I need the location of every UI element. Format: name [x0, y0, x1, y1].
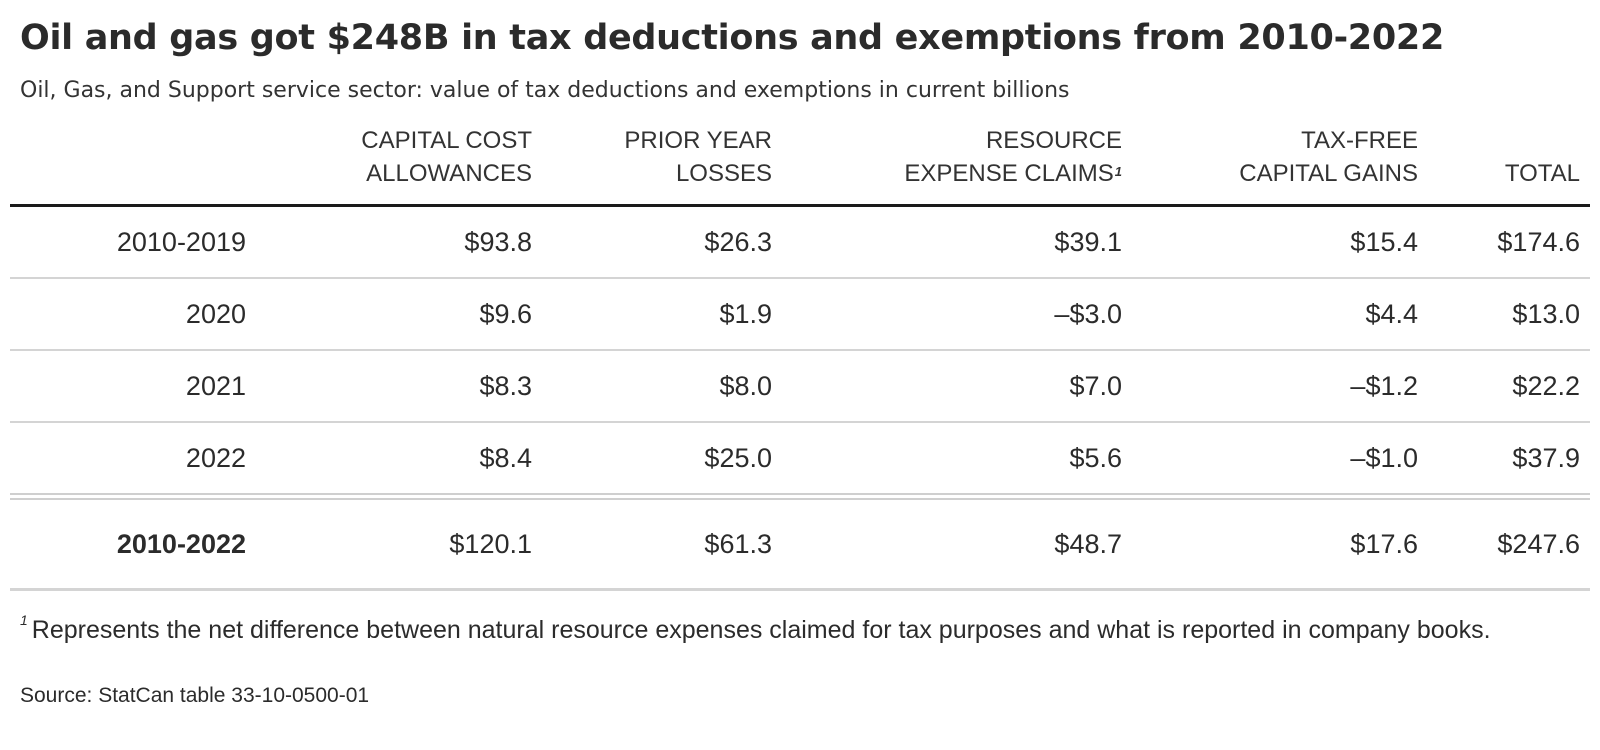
- table-cell-total: $13.0: [1418, 278, 1590, 351]
- header-resource-expense-claims: RESOURCE EXPENSE CLAIMS1: [772, 124, 1122, 207]
- table-cell: –$1.2: [1122, 350, 1418, 423]
- row-label: 2010-2019: [10, 205, 246, 279]
- header-line: LOSSES: [675, 160, 772, 187]
- table-cell: $120.1: [246, 496, 532, 591]
- footnote-mark: 1: [20, 612, 28, 628]
- source-note: Source: StatCan table 33-10-0500-01: [20, 684, 370, 707]
- table-cell-total: $174.6: [1418, 205, 1590, 279]
- table-cell: $93.8: [246, 205, 532, 279]
- header-tax-free-capital-gains: TAX-FREE CAPITAL GAINS: [1122, 124, 1418, 207]
- footnote: 1 Represents the net difference between n…: [20, 612, 1491, 645]
- header-line: CAPITAL COST: [361, 127, 532, 154]
- header-line: ALLOWANCES: [366, 160, 532, 187]
- table-cell: $7.0: [772, 350, 1122, 423]
- table-cell: $39.1: [772, 205, 1122, 279]
- header-line: CAPITAL GAINS: [1239, 160, 1418, 187]
- table-cell: –$1.0: [1122, 422, 1418, 500]
- table-cell: $8.4: [246, 422, 532, 500]
- table-row: 2022 $8.4 $25.0 $5.6 –$1.0 $37.9: [10, 422, 1590, 500]
- table-cell: $25.0: [532, 422, 772, 500]
- table-row: 2020 $9.6 $1.9 –$3.0 $4.4 $13.0: [10, 278, 1590, 351]
- table-cell: $48.7: [772, 496, 1122, 591]
- table-cell: $8.0: [532, 350, 772, 423]
- total-row: 2010-2022 $120.1 $61.3 $48.7 $17.6 $247.…: [10, 496, 1590, 591]
- total-row-label: 2010-2022: [10, 496, 246, 591]
- header-line: EXPENSE CLAIMS: [904, 160, 1114, 187]
- table-cell: $26.3: [532, 205, 772, 279]
- data-table: CAPITAL COST ALLOWANCES PRIOR YEAR LOSSE…: [10, 124, 1590, 591]
- table-cell: –$3.0: [772, 278, 1122, 351]
- footnote-mark: 1: [1114, 164, 1122, 179]
- table-cell-total: $247.6: [1418, 496, 1590, 591]
- header-prior-year-losses: PRIOR YEAR LOSSES: [532, 124, 772, 207]
- table-cell: $5.6: [772, 422, 1122, 500]
- chart-subtitle: Oil, Gas, and Support service sector: va…: [20, 78, 1070, 103]
- row-label: 2020: [10, 278, 246, 351]
- header-total: TOTAL: [1418, 124, 1590, 207]
- header-blank: [10, 124, 246, 207]
- data-table-container: CAPITAL COST ALLOWANCES PRIOR YEAR LOSSE…: [10, 124, 1590, 591]
- table-cell: $17.6: [1122, 496, 1418, 591]
- table-cell: $61.3: [532, 496, 772, 591]
- table-cell: $4.4: [1122, 278, 1418, 351]
- table-cell-total: $22.2: [1418, 350, 1590, 423]
- table-cell: $8.3: [246, 350, 532, 423]
- footnote-text: Represents the net difference between na…: [31, 616, 1491, 644]
- table-header-row: CAPITAL COST ALLOWANCES PRIOR YEAR LOSSE…: [10, 124, 1590, 207]
- table-cell: $15.4: [1122, 205, 1418, 279]
- header-capital-cost-allowances: CAPITAL COST ALLOWANCES: [246, 124, 532, 207]
- header-line: PRIOR YEAR: [624, 127, 772, 154]
- row-label: 2022: [10, 422, 246, 500]
- table-cell: $9.6: [246, 278, 532, 351]
- table-cell-total: $37.9: [1418, 422, 1590, 500]
- header-line: RESOURCE: [985, 127, 1122, 154]
- chart-title: Oil and gas got $248B in tax deductions …: [20, 18, 1445, 58]
- row-label: 2021: [10, 350, 246, 423]
- table-cell: $1.9: [532, 278, 772, 351]
- header-line: TOTAL: [1504, 160, 1580, 187]
- table-row: 2021 $8.3 $8.0 $7.0 –$1.2 $22.2: [10, 350, 1590, 423]
- header-line: TAX-FREE: [1301, 127, 1418, 154]
- header-line-with-mark: EXPENSE CLAIMS1: [772, 157, 1122, 190]
- table-row: 2010-2019 $93.8 $26.3 $39.1 $15.4 $174.6: [10, 205, 1590, 279]
